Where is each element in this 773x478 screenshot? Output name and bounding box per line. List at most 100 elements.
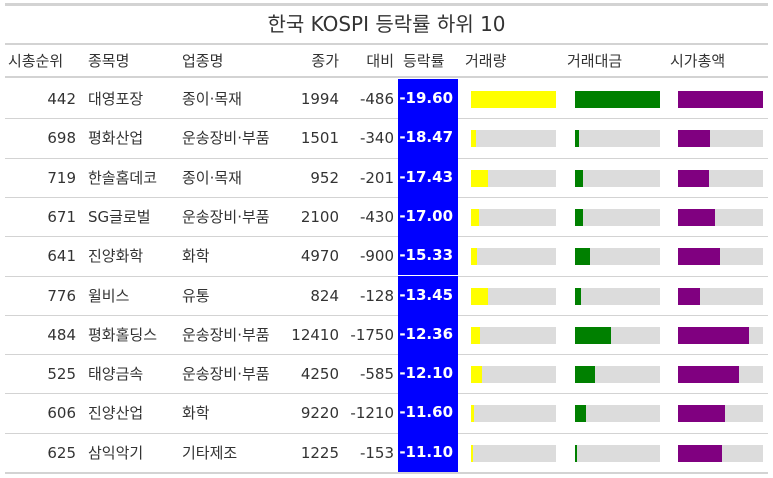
bar-marketcap xyxy=(678,169,709,187)
cell-stock-name: 평화홀딩스 xyxy=(88,325,158,344)
bar-track-amount xyxy=(575,366,660,384)
bar-marketcap xyxy=(678,366,740,384)
bar-volume xyxy=(471,326,480,344)
row-divider xyxy=(5,314,768,316)
cell-close-price: 9220 xyxy=(300,404,339,423)
bar-marketcap xyxy=(678,405,725,423)
chart-title: 한국 KOSPI 등락률 하위 10 xyxy=(267,12,506,36)
cell-close-price: 1225 xyxy=(300,443,339,462)
cell-change: -153 xyxy=(359,443,394,462)
bar-amount xyxy=(575,444,577,462)
bar-marketcap xyxy=(678,130,711,148)
cell-close-price: 1994 xyxy=(300,90,339,108)
cell-sector: 종이·목재 xyxy=(182,90,242,108)
row-divider xyxy=(5,196,768,198)
cell-sector: 운송장비·부품 xyxy=(182,207,270,226)
column-header-volume: 거래량 xyxy=(465,52,507,70)
cell-pct-change: -12.10 xyxy=(398,354,458,394)
column-header-sector: 업종명 xyxy=(182,52,224,70)
column-header-marketcap: 시가총액 xyxy=(670,52,726,70)
bar-marketcap xyxy=(678,444,723,462)
bar-track-amount xyxy=(575,91,660,108)
bar-track-amount xyxy=(575,130,660,148)
cell-pct-change: -18.47 xyxy=(398,118,458,158)
cell-stock-name: 진양산업 xyxy=(88,404,144,423)
bar-track-volume xyxy=(471,287,556,305)
bar-volume xyxy=(471,169,488,187)
cell-sector: 화학 xyxy=(182,404,210,423)
header-top-rule xyxy=(5,43,768,45)
bar-track-volume xyxy=(471,169,556,187)
bar-track-marketcap xyxy=(678,366,763,384)
cell-stock-name: 평화산업 xyxy=(88,129,144,148)
cell-close-price: 2100 xyxy=(300,207,339,226)
bar-volume xyxy=(471,208,479,226)
bottom-rule xyxy=(5,472,768,474)
column-header-rank: 시총순위 xyxy=(8,52,64,70)
cell-stock-name: 한솔홈데코 xyxy=(88,168,158,187)
cell-rank: 625 xyxy=(47,443,76,462)
cell-stock-name: 진양화학 xyxy=(88,247,144,266)
bar-track-volume xyxy=(471,208,556,226)
bar-track-volume xyxy=(471,366,556,384)
bar-volume xyxy=(471,248,477,266)
cell-rank: 606 xyxy=(47,404,76,423)
bar-track-marketcap xyxy=(678,405,763,423)
cell-change: -1750 xyxy=(350,325,394,344)
bar-amount xyxy=(575,169,583,187)
bar-marketcap xyxy=(678,208,716,226)
cell-pct-change: -13.45 xyxy=(398,275,458,315)
cell-sector: 운송장비·부품 xyxy=(182,129,270,148)
cell-pct-change: -17.00 xyxy=(398,196,458,237)
bar-track-volume xyxy=(471,405,556,423)
cell-change: -585 xyxy=(359,365,394,384)
bar-amount xyxy=(575,208,583,226)
cell-close-price: 4250 xyxy=(300,365,339,384)
bar-track-marketcap xyxy=(678,287,763,305)
cell-sector: 운송장비·부품 xyxy=(182,365,270,384)
cell-stock-name: 윌비스 xyxy=(88,286,130,305)
cell-rank: 698 xyxy=(47,129,76,148)
cell-close-price: 824 xyxy=(310,286,339,305)
cell-stock-name: 대영포장 xyxy=(88,90,144,108)
row-divider xyxy=(5,393,768,395)
row-divider xyxy=(5,275,768,277)
cell-rank: 719 xyxy=(47,168,76,187)
cell-pct-change: -11.10 xyxy=(398,432,458,472)
cell-pct-change: -19.60 xyxy=(398,79,458,119)
column-header-change: 대비 xyxy=(366,52,394,70)
cell-change: -128 xyxy=(359,286,394,305)
bar-track-marketcap xyxy=(678,208,763,226)
bar-track-marketcap xyxy=(678,248,763,266)
cell-sector: 기타제조 xyxy=(182,443,238,462)
bar-amount xyxy=(575,405,587,423)
row-divider xyxy=(5,236,768,238)
bar-track-volume xyxy=(471,91,556,108)
bar-amount xyxy=(575,130,580,148)
cell-change: -900 xyxy=(359,247,394,266)
cell-sector: 운송장비·부품 xyxy=(182,325,270,344)
bar-track-amount xyxy=(575,208,660,226)
cell-rank: 671 xyxy=(47,207,76,226)
bar-volume xyxy=(471,366,483,384)
cell-rank: 776 xyxy=(47,286,76,305)
bar-track-marketcap xyxy=(678,91,763,108)
row-divider xyxy=(5,354,768,356)
cell-rank: 641 xyxy=(47,247,76,266)
bar-track-volume xyxy=(471,326,556,344)
bar-amount xyxy=(575,248,591,266)
cell-stock-name: SG글로벌 xyxy=(88,207,151,226)
bar-volume xyxy=(471,287,488,305)
cell-sector: 종이·목재 xyxy=(182,168,242,187)
bar-track-amount xyxy=(575,405,660,423)
bar-track-volume xyxy=(471,130,556,148)
bar-track-amount xyxy=(575,287,660,305)
cell-stock-name: 삼익악기 xyxy=(88,443,144,462)
cell-change: -486 xyxy=(359,90,394,108)
bar-track-marketcap xyxy=(678,169,763,187)
cell-sector: 화학 xyxy=(182,247,210,266)
bar-track-marketcap xyxy=(678,326,763,344)
column-header-name: 종목명 xyxy=(88,52,130,70)
header-bottom-rule xyxy=(5,76,768,78)
